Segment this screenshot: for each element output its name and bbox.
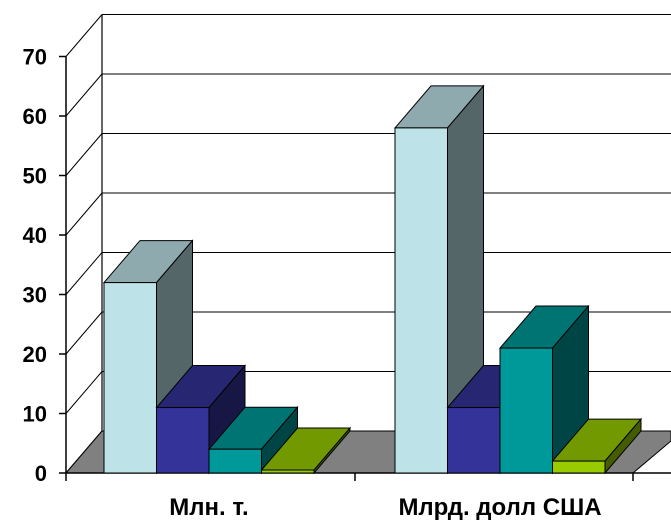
side-gridline bbox=[65, 73, 103, 117]
bars bbox=[102, 84, 643, 475]
x-category-label: Млрд. долл США bbox=[398, 494, 601, 521]
y-tick-label: 30 bbox=[23, 283, 47, 308]
y-tick-label: 0 bbox=[35, 461, 47, 486]
bar bbox=[552, 460, 606, 474]
x-category-label: Млн. т. bbox=[169, 494, 248, 521]
bar bbox=[499, 347, 553, 474]
y-tick-label: 20 bbox=[23, 342, 47, 367]
y-tick-label: 70 bbox=[23, 45, 47, 70]
y-tick-label: 60 bbox=[23, 104, 47, 129]
bar bbox=[394, 127, 448, 474]
x-axis-labels: Млн. т. Млрд. долл США bbox=[65, 473, 634, 521]
bar bbox=[447, 407, 501, 474]
y-tick-label: 50 bbox=[23, 164, 47, 189]
bar bbox=[156, 407, 210, 474]
side-gridline bbox=[65, 192, 103, 236]
side-gridline bbox=[65, 133, 103, 176]
y-axis: 0 10 20 30 40 50 60 70 bbox=[23, 45, 671, 486]
side-gridline bbox=[65, 371, 103, 414]
side-gridline bbox=[65, 311, 103, 355]
bar bbox=[261, 469, 315, 474]
bar bbox=[208, 448, 262, 474]
y-tick-label: 40 bbox=[23, 223, 47, 248]
y-tick-label: 10 bbox=[23, 402, 47, 427]
side-gridline bbox=[65, 252, 103, 295]
side-gridline bbox=[65, 14, 103, 57]
bar bbox=[103, 282, 157, 474]
